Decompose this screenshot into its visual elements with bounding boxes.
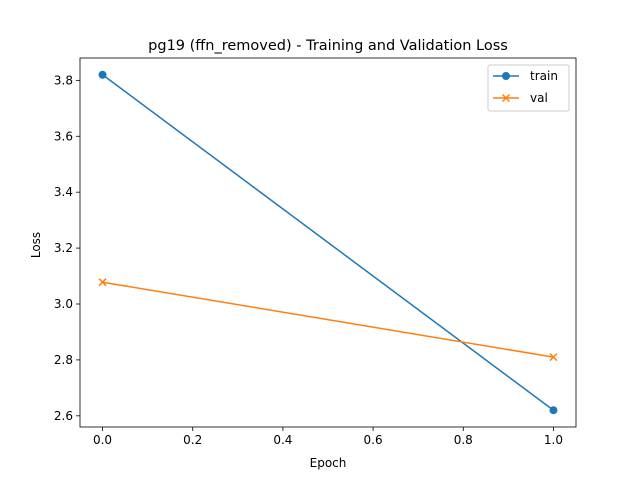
legend-label-val: val [530, 91, 548, 105]
y-tick-label: 3.6 [54, 129, 73, 143]
x-tick-label: 0.0 [93, 433, 112, 447]
legend: train val [487, 64, 570, 112]
y-axis-label: Loss [29, 232, 43, 258]
legend-marker-val [501, 93, 511, 103]
axes-frame [79, 57, 577, 428]
plot-area: 0.0 0.2 0.4 0.6 0.8 1.0 2.6 2.8 3.0 3.2 3.4 3.6 3.8 [54, 57, 577, 447]
y-tick-label: 2.6 [54, 409, 73, 423]
x-tick-label: 0.8 [454, 433, 473, 447]
data-point-train [549, 406, 558, 415]
x-axis-label: Epoch [310, 456, 347, 470]
series-line-train [102, 74, 554, 411]
data-point-val [98, 278, 107, 287]
legend-marker-train [502, 72, 510, 80]
series-line-val [102, 281, 554, 358]
y-tick-label: 3.2 [54, 241, 73, 255]
data-point-val [549, 353, 558, 362]
data-point-train [98, 70, 107, 79]
y-tick-label: 2.8 [54, 353, 73, 367]
x-tick-label: 0.4 [273, 433, 292, 447]
x-tick-label: 0.6 [364, 433, 383, 447]
y-tick-label: 3.4 [54, 185, 73, 199]
x-tick-label: 0.2 [183, 433, 202, 447]
x-tick-label: 1.0 [544, 433, 563, 447]
chart-title: pg19 (ffn_removed) - Training and Valida… [148, 38, 508, 54]
y-tick-label: 3.8 [54, 73, 73, 87]
legend-label-train: train [530, 69, 558, 83]
y-tick-label: 3.0 [54, 297, 73, 311]
